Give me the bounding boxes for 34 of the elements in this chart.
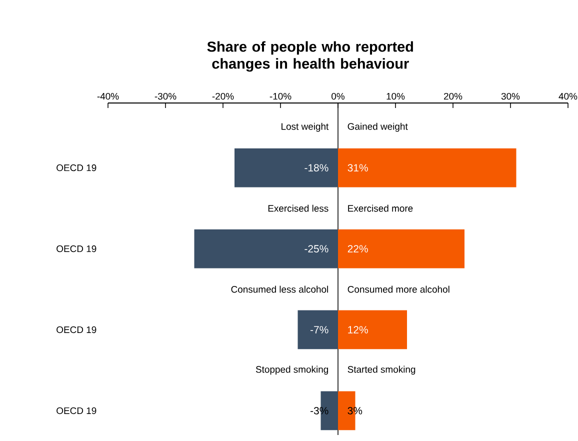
data-label: -18% [304, 164, 328, 172]
x-tick-label: 10% [386, 92, 405, 100]
annotation: Lost weight [282, 122, 329, 132]
bar [234, 148, 338, 188]
y-tick-label: OECD 19 [56, 407, 96, 414]
x-tick-label: -10% [270, 92, 292, 100]
data-label: 31% [348, 164, 368, 172]
chart-title: Share of people who reported changes in health behaviour [207, 41, 413, 72]
annotation: Started smoking [348, 366, 416, 375]
data-label: -25% [304, 245, 328, 252]
annotation: Exercised more [348, 204, 413, 212]
data-label: 12% [348, 326, 368, 334]
y-tick-label: OECD 19 [56, 164, 96, 172]
x-tick-label: 0% [332, 92, 344, 100]
y-tick-label: OECD 19 [56, 245, 96, 252]
x-tick-label: -30% [154, 92, 176, 100]
bar [338, 229, 464, 268]
annotation: Exercised less [268, 204, 328, 212]
x-tick-label: 40% [558, 92, 578, 100]
x-tick-label: 30% [501, 92, 520, 100]
x-tick-label: 20% [444, 92, 462, 100]
data-label: -7% [310, 326, 328, 334]
bar [338, 310, 407, 350]
bar [338, 148, 516, 188]
annotation: Consumed less alcohol [231, 286, 328, 293]
annotation: Gained weight [348, 122, 408, 132]
y-tick-label: OECD 19 [56, 326, 96, 334]
x-tick-label: -20% [212, 92, 234, 100]
x-tick-label: -40% [97, 92, 119, 100]
data-label: 22% [348, 245, 368, 252]
bar [298, 310, 338, 350]
annotation: Consumed more alcohol [348, 286, 450, 293]
bar [194, 229, 338, 268]
annotation: Stopped smoking [256, 366, 328, 375]
